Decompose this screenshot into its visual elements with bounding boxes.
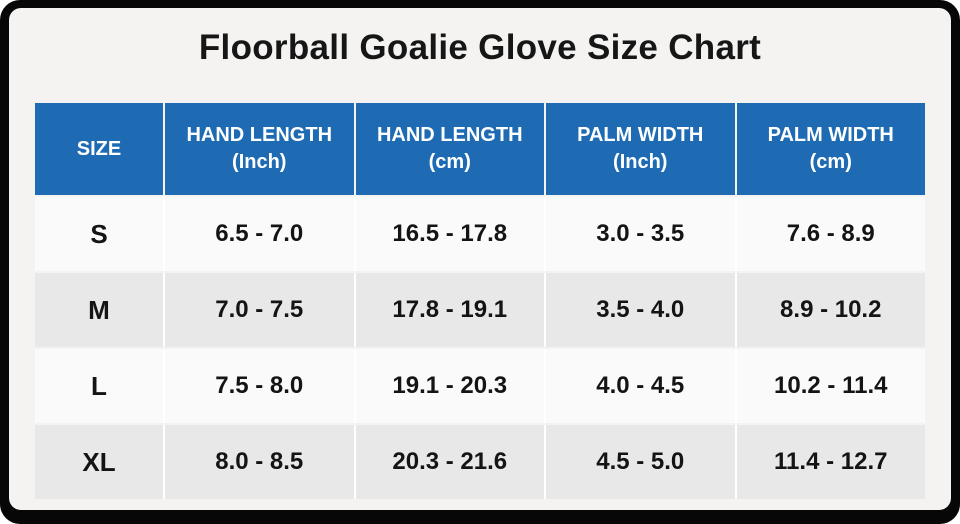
column-header-palm-width-cm: PALM WIDTH (cm) [734,103,925,195]
table-header-row: SIZE HAND LENGTH (Inch) HAND LENGTH (cm)… [35,103,925,195]
size-chart-table: SIZE HAND LENGTH (Inch) HAND LENGTH (cm)… [35,103,925,499]
cell-size: M [88,294,110,325]
cell-hand-length-inch: 6.5 - 7.0 [163,197,354,271]
column-header-line1: SIZE [76,137,122,160]
cell-palm-width-inch: 4.0 - 4.5 [544,349,735,423]
cell-hand-length-inch: 8.0 - 8.5 [163,425,354,499]
cell-palm-width-inch: 3.0 - 3.5 [544,197,735,271]
cell-palm-width-cm: 11.4 - 12.7 [734,425,926,499]
cell-palm-width-inch: 3.5 - 4.0 [544,273,735,347]
page-title: Floorball Goalie Glove Size Chart [198,28,762,67]
cell-hand-length-cm: 19.1 - 20.3 [353,349,545,423]
cell-hand-length-cm: 17.8 - 19.1 [353,273,545,347]
cell-palm-width-cm: 10.2 - 11.4 [734,349,926,423]
cell-palm-width-cm: 8.9 - 10.2 [734,273,926,347]
chart-card-body: Floorball Goalie Glove Size Chart SIZE H… [9,8,951,510]
cell-size: L [91,370,107,401]
cell-palm-width-cm: 7.6 - 8.9 [734,197,926,271]
table-row: XL 8.0 - 8.5 20.3 - 21.6 4.5 - 5.0 11.4 … [35,423,925,499]
column-header-size: SIZE [35,103,163,195]
cell-hand-length-cm: 20.3 - 21.6 [353,425,545,499]
table-row: S 6.5 - 7.0 16.5 - 17.8 3.0 - 3.5 7.6 - … [35,195,925,271]
cell-hand-length-cm: 16.5 - 17.8 [353,197,545,271]
column-header-line2: (cm) [428,151,471,173]
cell-hand-length-inch: 7.0 - 7.5 [163,273,354,347]
cell-palm-width-inch: 4.5 - 5.0 [544,425,735,499]
column-header-palm-width-inch: PALM WIDTH (Inch) [544,103,735,195]
column-header-line1: PALM WIDTH [767,124,894,146]
column-header-line1: PALM WIDTH [577,124,704,146]
column-header-hand-length-cm: HAND LENGTH (cm) [353,103,544,195]
column-header-line2: (Inch) [613,151,668,173]
cell-size: XL [82,446,116,477]
cell-size: S [90,218,108,249]
column-header-line1: HAND LENGTH [186,124,333,146]
column-header-line2: (cm) [809,151,852,173]
table-row: M 7.0 - 7.5 17.8 - 19.1 3.5 - 4.0 8.9 - … [35,271,925,347]
column-header-hand-length-inch: HAND LENGTH (Inch) [163,103,354,195]
table-row: L 7.5 - 8.0 19.1 - 20.3 4.0 - 4.5 10.2 -… [35,347,925,423]
column-header-line1: HAND LENGTH [376,124,523,146]
column-header-line2: (Inch) [232,151,287,173]
cell-hand-length-inch: 7.5 - 8.0 [163,349,354,423]
